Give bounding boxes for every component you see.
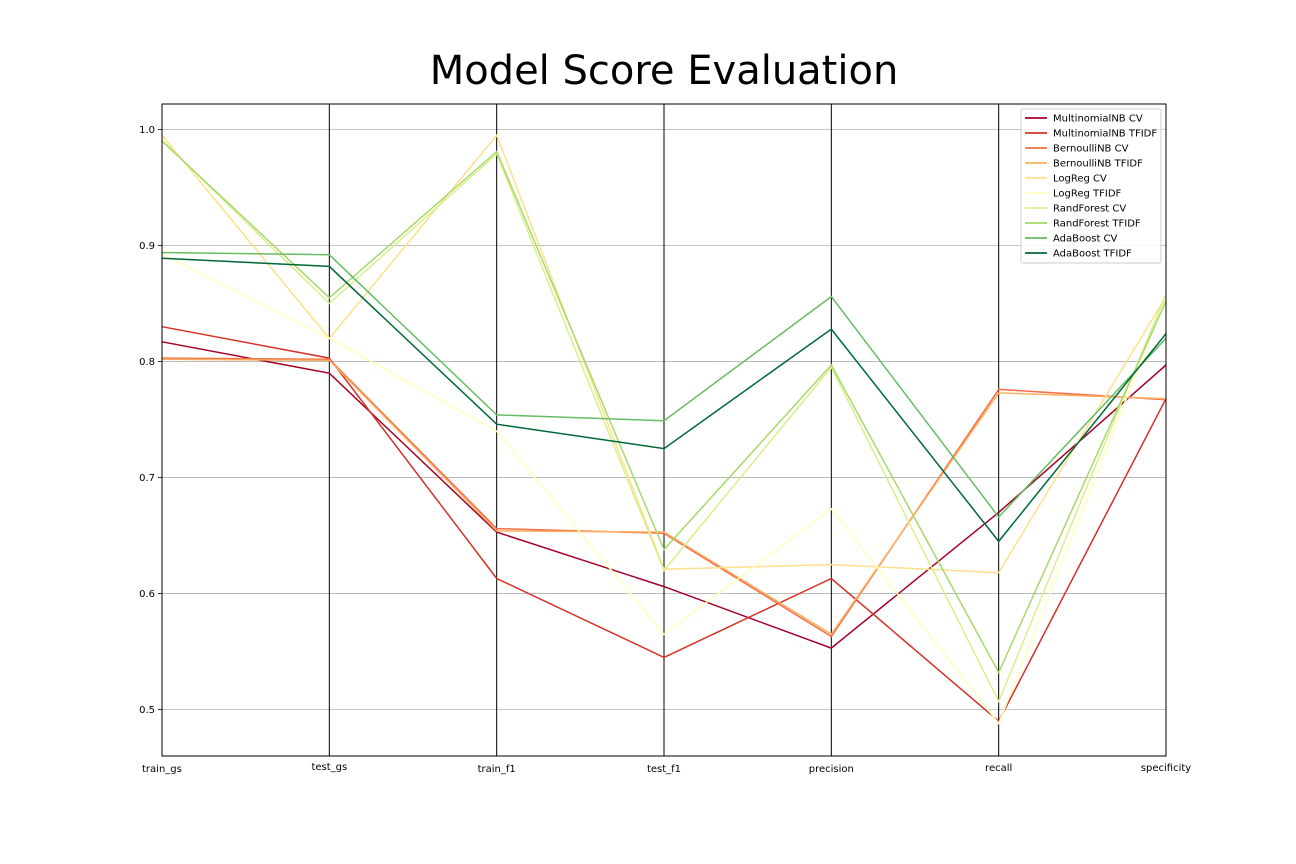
category-label: train_gs [142, 764, 182, 775]
series-line [161, 140, 1167, 675]
y-tick-label: 1.0 [139, 125, 155, 136]
category-label: test_gs [311, 762, 347, 773]
y-tick-label: 0.7 [139, 473, 155, 484]
series-line [161, 139, 1167, 704]
y-tick-label: 0.6 [139, 589, 155, 600]
series-line [161, 358, 1167, 636]
plot-frame [161, 103, 1167, 757]
legend-entry: BernoulliNB CV [1053, 144, 1129, 155]
series-line [161, 253, 1167, 725]
category-label: train_f1 [478, 764, 516, 775]
chart-title: Model Score Evaluation [430, 48, 899, 94]
legend-entry: LogReg CV [1053, 174, 1107, 185]
legend-entry: RandForest TFIDF [1053, 219, 1141, 230]
legend: MultinomialNB CV MultinomialNB TFIDF Berno… [1020, 108, 1162, 264]
category-label: test_f1 [647, 764, 681, 775]
series-line [161, 251, 1167, 519]
series-lines [161, 133, 1167, 725]
y-tick-labels: 0.5 0.6 0.7 0.8 0.9 1.0 [139, 125, 162, 716]
category-label: specificity [1141, 763, 1191, 774]
legend-entry: RandForest CV [1053, 204, 1126, 215]
category-labels: train_gs test_gs train_f1 test_f1 precision r… [142, 762, 1191, 775]
legend-entry: MultinomialNB TFIDF [1053, 129, 1157, 140]
legend-entry: AdaBoost CV [1053, 234, 1118, 245]
y-tick-label: 0.9 [139, 241, 155, 252]
legend-box [1020, 108, 1162, 264]
y-tick-label: 0.8 [139, 357, 155, 368]
legend-entry: LogReg TFIDF [1053, 189, 1122, 200]
y-tick-label: 0.5 [139, 705, 155, 716]
series-line [161, 357, 1167, 638]
series-line [161, 341, 1167, 649]
legend-entry: AdaBoost TFIDF [1053, 249, 1132, 260]
legend-entry: MultinomialNB CV [1053, 114, 1143, 125]
category-label: precision [809, 764, 854, 775]
legend-entry: BernoulliNB TFIDF [1053, 159, 1143, 170]
category-label: recall [985, 763, 1012, 774]
series-line [161, 325, 1167, 723]
series-line [161, 257, 1167, 543]
